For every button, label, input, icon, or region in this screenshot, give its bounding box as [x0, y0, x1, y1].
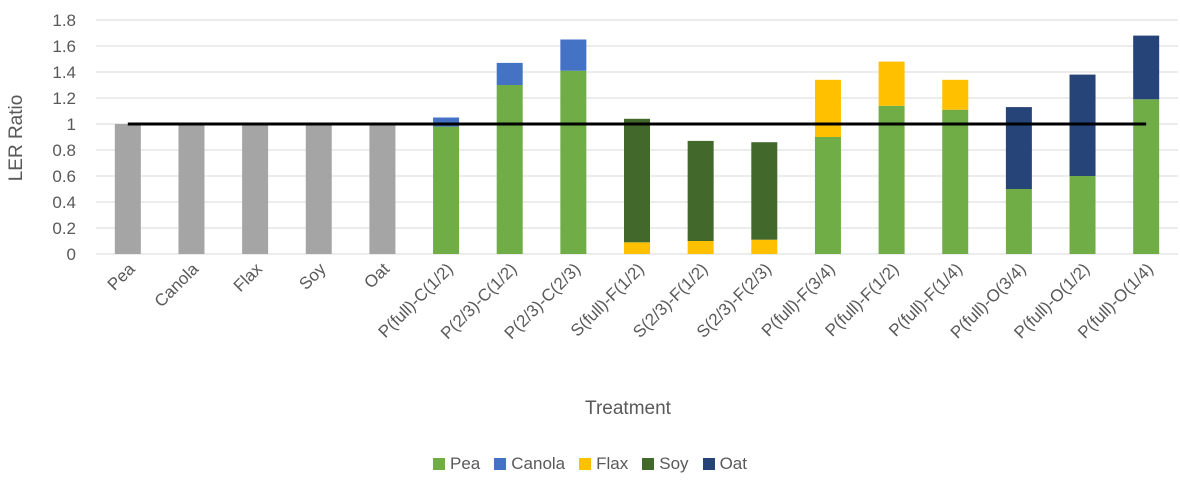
y-tick-label: 0 — [67, 245, 76, 264]
y-axis-title: LER Ratio — [6, 95, 27, 182]
bar-segment-canola — [560, 39, 587, 71]
y-tick-label: 1 — [67, 115, 76, 134]
legend-item-flax: Flax — [579, 454, 628, 474]
bar-segment-soy — [624, 118, 650, 243]
bar-segment-pea — [878, 105, 905, 254]
legend-swatch — [494, 458, 507, 470]
bar-segment-soy — [751, 142, 778, 240]
legend-item-soy: Soy — [642, 454, 689, 474]
bar-monoculture — [305, 124, 332, 254]
y-tick-label: 1.8 — [52, 11, 76, 30]
bar-monoculture — [178, 124, 205, 254]
legend-swatch — [433, 458, 446, 470]
bar-segment-soy — [687, 140, 714, 241]
y-tick-label: 0.4 — [52, 193, 76, 212]
bar-segment-pea — [1069, 176, 1096, 254]
bar-segment-pea — [1005, 189, 1032, 254]
bar-monoculture — [369, 124, 396, 254]
bar-segment-flax — [687, 241, 714, 254]
bar-segment-oat — [1133, 35, 1160, 100]
bar-segment-pea — [496, 85, 523, 254]
bar-monoculture — [114, 124, 141, 254]
x-tick-label: Oat — [360, 259, 393, 292]
bar-segment-oat — [1005, 107, 1032, 189]
bar-segment-pea — [433, 126, 460, 254]
legend-item-oat: Oat — [702, 454, 747, 474]
y-tick-label: 1.6 — [52, 37, 76, 56]
x-axis-ticks: Pea Canola Flax Soy OatP(full)-C(1/2)P(2/3)-… — [104, 259, 1157, 343]
bar-monoculture — [242, 124, 269, 254]
legend-swatch — [642, 458, 655, 470]
bar-segment-flax — [814, 79, 841, 137]
legend-label: Canola — [511, 454, 566, 473]
bar-segment-canola — [496, 62, 523, 85]
legend: Pea Canola Flax Soy Oat — [0, 452, 1180, 476]
bar-segment-flax — [624, 242, 650, 254]
bar-segment-canola — [433, 117, 460, 127]
y-tick-label: 0.8 — [52, 141, 76, 160]
y-tick-label: 0.2 — [52, 219, 76, 238]
legend-label: Pea — [450, 454, 481, 473]
bars — [114, 35, 1160, 254]
legend-label: Oat — [719, 454, 747, 473]
legend-label: Flax — [596, 454, 629, 473]
y-tick-label: 1.4 — [52, 63, 76, 82]
bar-segment-flax — [878, 61, 905, 106]
legend-swatch — [579, 458, 592, 470]
y-axis-ticks: 0 0.2 0.4 0.6 0.8 1 1.2 1.4 1.6 1.8 — [52, 11, 76, 264]
legend-swatch — [702, 458, 715, 470]
legend-item-canola: Canola — [494, 454, 565, 474]
x-tick-label: Soy — [295, 259, 330, 294]
x-tick-label: Canola — [151, 259, 203, 311]
bar-segment-flax — [942, 79, 969, 110]
bar-segment-flax — [751, 239, 778, 254]
x-tick-label: Flax — [230, 259, 266, 295]
legend-label: Soy — [659, 454, 689, 473]
bar-segment-pea — [942, 109, 969, 254]
x-tick-label: Pea — [104, 259, 139, 294]
bar-segment-pea — [814, 137, 841, 254]
y-tick-label: 1.2 — [52, 89, 76, 108]
y-tick-label: 0.6 — [52, 167, 76, 186]
legend-item-pea: Pea — [433, 454, 480, 474]
x-axis-title: Treatment — [585, 398, 672, 419]
bar-segment-pea — [560, 70, 587, 254]
